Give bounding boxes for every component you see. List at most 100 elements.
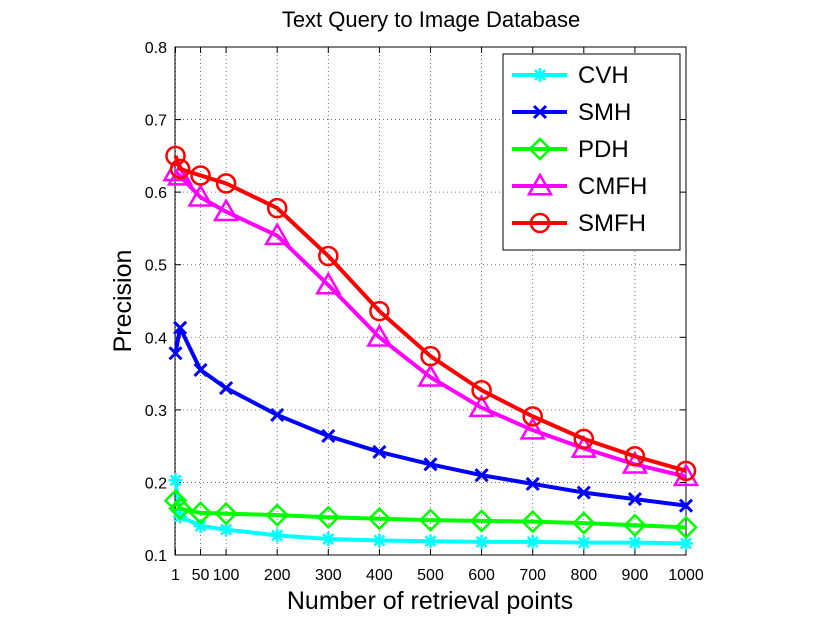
y-tick-label: 0.2 <box>145 475 167 492</box>
series-smh <box>168 320 694 513</box>
data-point-x <box>525 476 540 491</box>
data-point-circle <box>675 460 697 482</box>
data-point-circle <box>624 446 646 467</box>
data-point-circle <box>215 173 237 194</box>
data-point-circle <box>318 245 339 267</box>
legend-item-cmfh: CMFH <box>512 172 647 200</box>
legend-label: CVH <box>578 62 629 89</box>
y-tick-label: 0.8 <box>145 40 167 57</box>
data-point-asterisk <box>576 535 591 550</box>
data-point-x <box>219 381 234 396</box>
data-point-x <box>168 346 183 361</box>
x-tick-label: 200 <box>264 567 291 584</box>
data-point-asterisk <box>533 68 547 82</box>
data-point-circle <box>266 197 288 219</box>
data-point-x <box>532 104 548 120</box>
series-line <box>173 499 687 530</box>
legend-label: PDH <box>578 136 629 163</box>
data-point-diamond <box>623 513 647 538</box>
data-point-triangle <box>366 323 393 347</box>
data-point-triangle <box>187 183 214 207</box>
data-point-circle <box>169 158 191 180</box>
data-point-circle <box>573 428 595 450</box>
x-tick-label: 50 <box>192 567 210 584</box>
data-point-triangle <box>672 463 700 487</box>
data-point-triangle <box>315 271 342 295</box>
data-point-circle <box>471 380 492 401</box>
y-tick-label: 0.1 <box>145 548 167 565</box>
data-point-circle <box>369 300 390 322</box>
data-point-diamond <box>168 496 192 521</box>
data-point-triangle <box>212 198 240 222</box>
legend-label: SMFH <box>578 210 646 237</box>
x-axis-label: Number of retrieval points <box>287 587 573 615</box>
data-point-x <box>678 498 694 513</box>
data-point-triangle <box>519 416 546 440</box>
data-point-diamond <box>265 503 289 527</box>
data-point-circle <box>420 345 441 367</box>
data-point-x <box>423 457 438 472</box>
x-tick-label: 900 <box>622 567 649 584</box>
series-smfh <box>165 145 697 482</box>
data-point-asterisk <box>474 534 489 549</box>
data-point-x <box>627 492 642 507</box>
x-tick-label: 100 <box>213 567 240 584</box>
x-tick-label: 300 <box>315 567 342 584</box>
data-point-diamond <box>163 488 188 513</box>
data-point-asterisk <box>525 534 540 549</box>
data-point-asterisk <box>627 535 642 550</box>
data-point-x <box>173 320 188 335</box>
legend: CVH SMH PDH CMFH SMFH <box>502 53 681 251</box>
data-point-diamond <box>572 511 596 535</box>
x-tick-label: 700 <box>519 567 546 584</box>
data-point-x <box>321 428 336 444</box>
data-point-circle <box>529 212 551 234</box>
x-tick-label: 1 <box>171 567 180 584</box>
axis-ticks <box>175 46 687 556</box>
data-point-asterisk <box>372 533 387 548</box>
y-tick-label: 0.3 <box>145 403 167 420</box>
series-cvh <box>168 473 693 551</box>
data-point-asterisk <box>173 509 188 524</box>
series-pdh <box>163 488 698 540</box>
data-point-asterisk <box>321 532 336 547</box>
x-tick-label: 500 <box>417 567 444 584</box>
x-tick-label: 1000 <box>668 567 704 584</box>
legend-label: SMH <box>578 99 631 126</box>
data-point-triangle <box>468 394 495 418</box>
data-point-circle <box>522 406 543 427</box>
y-tick-label: 0.5 <box>145 258 167 275</box>
data-point-asterisk <box>423 534 438 549</box>
y-tick-label: 0.7 <box>145 113 167 130</box>
series-line <box>173 155 687 473</box>
data-point-asterisk <box>193 518 208 533</box>
data-point-triangle <box>264 222 291 246</box>
data-point-x <box>372 444 387 460</box>
x-tick-label: 800 <box>570 567 597 584</box>
data-point-diamond <box>674 515 698 540</box>
data-point-diamond <box>418 508 443 532</box>
data-point-diamond <box>520 509 545 534</box>
legend-item-pdh: PDH <box>512 136 629 163</box>
legend-label: CMFH <box>578 173 647 200</box>
y-axis-label: Precision <box>109 250 137 353</box>
data-point-diamond <box>214 501 238 526</box>
data-point-x <box>193 362 208 378</box>
legend-item-cvh: CVH <box>512 62 629 89</box>
data-point-circle <box>190 165 211 186</box>
data-point-diamond <box>528 137 552 161</box>
data-point-asterisk <box>219 522 234 537</box>
data-point-asterisk <box>270 528 285 543</box>
data-point-x <box>576 485 591 500</box>
data-point-x <box>270 407 285 422</box>
data-point-asterisk <box>679 536 693 551</box>
data-point-diamond <box>188 501 213 525</box>
data-point-triangle <box>417 363 444 387</box>
data-point-diamond <box>469 509 494 533</box>
data-point-x <box>474 468 489 483</box>
x-tick-label: 600 <box>468 567 495 584</box>
y-tick-label: 0.4 <box>145 330 167 347</box>
series-group <box>162 145 700 551</box>
data-point-diamond <box>316 505 341 530</box>
